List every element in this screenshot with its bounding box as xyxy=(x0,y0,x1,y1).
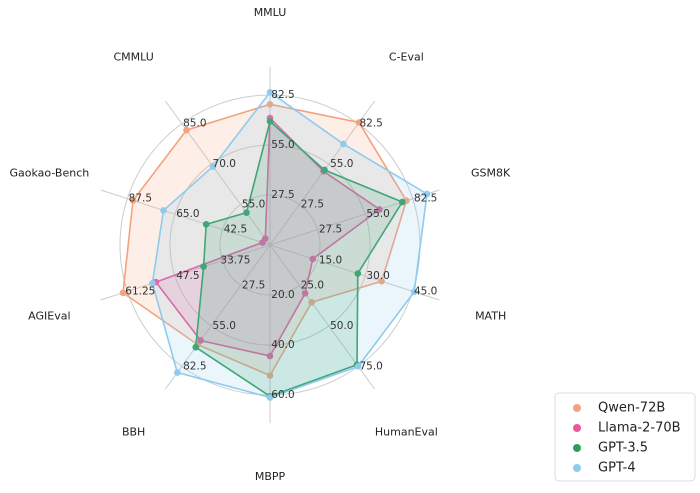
axis-label: BBH xyxy=(122,426,145,439)
tick-label: 33.75 xyxy=(220,254,250,266)
point xyxy=(174,369,181,376)
point xyxy=(209,163,217,170)
point xyxy=(266,352,274,360)
tick-label: 50.0 xyxy=(330,320,353,332)
legend-marker xyxy=(573,444,581,452)
point xyxy=(197,337,204,344)
point xyxy=(119,289,127,297)
tick-label: 82.5 xyxy=(414,193,437,205)
legend-label: Qwen-72B xyxy=(598,401,665,416)
point xyxy=(378,277,385,285)
legend: Qwen-72B Llama-2-70B GPT-3.5 GPT-4 xyxy=(573,401,681,476)
tick-label: 27.5 xyxy=(242,279,265,291)
tick-label: 55.0 xyxy=(366,208,389,220)
plot-area xyxy=(119,88,431,401)
tick-label: 40.0 xyxy=(271,339,294,351)
tick-label: 82.5 xyxy=(271,89,294,101)
legend-label: GPT-4 xyxy=(598,461,636,476)
point xyxy=(266,372,274,379)
tick-label: 30.0 xyxy=(366,270,389,282)
tick-label: 75.0 xyxy=(359,360,382,372)
point xyxy=(376,206,383,213)
legend-marker xyxy=(573,424,581,432)
tick-label: 27.5 xyxy=(319,224,342,236)
tick-label: 61.25 xyxy=(125,285,155,297)
legend-marker xyxy=(573,464,581,472)
point xyxy=(308,298,315,306)
tick-label: 60.0 xyxy=(271,389,294,401)
grid: MMLU C-Eval GSM8K MATH HumanEval MBPP BBH AGIEv… xyxy=(9,6,511,483)
axis-label: Gaokao-Bench xyxy=(9,166,89,179)
point xyxy=(160,207,167,214)
tick-label: 85.0 xyxy=(183,118,206,130)
tick-label: 27.5 xyxy=(301,199,324,211)
spoke xyxy=(100,189,271,246)
legend-label: Llama-2-70B xyxy=(598,421,681,436)
tick-label: 15.0 xyxy=(319,254,342,266)
tick-label: 55.0 xyxy=(271,139,294,151)
point xyxy=(266,394,274,401)
spoke xyxy=(100,244,271,301)
point xyxy=(266,100,274,108)
tick-labels: 27.5 55.0 82.5 27.5 55.0 82.5 27.5 55.0 82.5 15.0… xyxy=(125,89,437,401)
tick-label: 25.0 xyxy=(301,279,324,291)
tick-label: 87.5 xyxy=(129,193,152,205)
legend-marker xyxy=(573,404,581,412)
tick-label: 45.0 xyxy=(414,285,437,297)
point xyxy=(149,279,156,287)
tick-label: 70.0 xyxy=(213,158,236,170)
tick-label: 55.0 xyxy=(330,158,353,170)
legend-label: GPT-3.5 xyxy=(598,441,648,456)
axis-label: C-Eval xyxy=(389,50,424,63)
point xyxy=(355,119,363,126)
point xyxy=(410,288,418,296)
tick-label: 55.0 xyxy=(242,199,265,211)
legend-box xyxy=(554,392,696,482)
tick-label: 82.5 xyxy=(183,360,206,372)
tick-label: 55.0 xyxy=(213,320,236,332)
point xyxy=(309,255,317,263)
point xyxy=(340,140,347,148)
tick-label: 27.5 xyxy=(271,189,294,201)
point xyxy=(129,197,137,204)
axis-label: MMLU xyxy=(254,6,287,19)
point xyxy=(398,198,406,206)
point xyxy=(321,166,328,174)
spoke xyxy=(269,189,440,246)
axis-label: AGIEval xyxy=(28,310,70,323)
spoke xyxy=(269,244,440,301)
point xyxy=(354,270,362,277)
point xyxy=(266,118,274,125)
point xyxy=(183,126,190,134)
axis-label: GSM8K xyxy=(471,166,511,179)
tick-label: 42.5 xyxy=(224,224,247,236)
point xyxy=(423,190,431,198)
tick-label: 20.0 xyxy=(271,289,294,301)
tick-label: 65.0 xyxy=(176,208,199,220)
point xyxy=(200,263,207,270)
spoke xyxy=(164,244,271,390)
spoke xyxy=(164,100,271,246)
point xyxy=(243,209,250,216)
tick-label: 47.5 xyxy=(176,270,199,282)
axis-label: MATH xyxy=(475,310,506,323)
point xyxy=(266,88,274,96)
tick-label: 82.5 xyxy=(359,118,382,130)
point xyxy=(192,343,200,351)
point xyxy=(301,290,309,297)
point xyxy=(354,363,362,370)
axis-label: MBPP xyxy=(255,470,286,483)
point xyxy=(261,235,269,242)
axis-label: HumanEval xyxy=(375,426,438,439)
point xyxy=(202,220,210,228)
axis-label: CMMLU xyxy=(113,50,153,63)
